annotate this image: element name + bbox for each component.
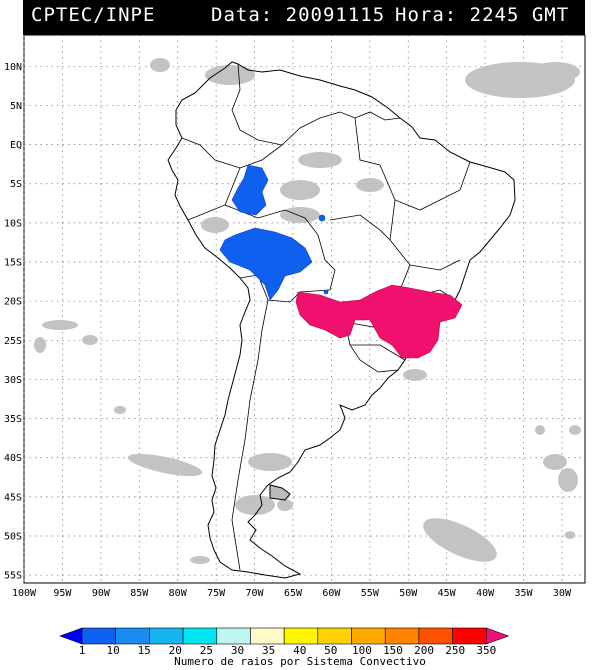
legend-tick-35: 35 xyxy=(262,644,275,657)
satellite-clouds xyxy=(34,58,581,564)
legend-tick-15: 15 xyxy=(138,644,151,657)
lon-label-80w: 80W xyxy=(169,588,188,599)
lon-label-30w: 30W xyxy=(553,588,572,599)
lon-label-85w: 85W xyxy=(130,588,149,599)
lat-label-25s: 25S xyxy=(4,336,22,347)
lat-label-55s: 55S xyxy=(4,571,22,582)
legend-tick-100: 100 xyxy=(352,644,372,657)
lat-label-45s: 45S xyxy=(4,492,22,503)
date-label: Data: 20091115 xyxy=(211,4,386,26)
lat-label-5s: 5S xyxy=(10,179,22,190)
lon-label-35w: 35W xyxy=(514,588,533,599)
lon-label-60w: 60W xyxy=(322,588,341,599)
south-america-coastline xyxy=(167,61,516,579)
legend-swatch-4 xyxy=(182,627,218,645)
lat-label-10s: 10S xyxy=(4,218,22,229)
legend-arrow-right xyxy=(486,627,510,645)
convective-system-blue xyxy=(219,164,329,301)
lat-label-5n: 5N xyxy=(10,101,22,112)
legend-tick-20: 20 xyxy=(169,644,182,657)
legend-swatch-5 xyxy=(216,627,251,645)
lon-label-65w: 65W xyxy=(284,588,303,599)
legend-swatch-12 xyxy=(452,627,487,645)
legend-swatch-3 xyxy=(149,627,184,645)
legend-tick-350: 350 xyxy=(476,644,496,657)
lon-label-50w: 50W xyxy=(399,588,418,599)
legend-arrow-left xyxy=(59,627,83,645)
lat-label-15s: 15S xyxy=(4,258,22,269)
lon-label-55w: 55W xyxy=(361,588,380,599)
lon-label-45w: 45W xyxy=(438,588,457,599)
legend-tick-200: 200 xyxy=(414,644,434,657)
legend-swatch-2 xyxy=(115,627,150,645)
lon-label-40w: 40W xyxy=(476,588,495,599)
legend-tick-10: 10 xyxy=(106,644,119,657)
lon-label-90w: 90W xyxy=(92,588,111,599)
legend-tick-30: 30 xyxy=(231,644,244,657)
lon-label-75w: 75W xyxy=(207,588,226,599)
legend-tick-25: 25 xyxy=(200,644,213,657)
legend-swatch-6 xyxy=(250,627,285,645)
source-label: CPTEC/INPE xyxy=(31,4,156,26)
time-label: Hora: 2245 GMT xyxy=(395,4,570,26)
lat-label-35s: 35S xyxy=(4,414,22,425)
legend-swatch-7 xyxy=(283,627,319,645)
legend-tick-50: 50 xyxy=(324,644,337,657)
lat-label-20s: 20S xyxy=(4,297,22,308)
lat-label-50s: 50S xyxy=(4,532,22,543)
latitude-labels: 10N 5N EQ 5S 10S 15S 20S 25S 30S 35S 40S 45S 50S 55S xyxy=(4,62,22,582)
continent-outline xyxy=(167,61,516,579)
legend-swatch-1 xyxy=(81,627,116,645)
lat-label-40s: 40S xyxy=(4,453,22,464)
lon-label-70w: 70W xyxy=(246,588,265,599)
lat-label-30s: 30S xyxy=(4,375,22,386)
lat-label-10n: 10N xyxy=(4,62,22,73)
lat-label-eq: EQ xyxy=(10,140,22,151)
lon-label-100w: 100W xyxy=(12,588,37,599)
legend-tick-1: 1 xyxy=(79,644,86,657)
legend-swatch-8 xyxy=(317,627,352,645)
legend-tick-250: 250 xyxy=(445,644,465,657)
lon-label-95w: 95W xyxy=(53,588,72,599)
legend-swatch-10 xyxy=(384,627,420,645)
legend-tick-150: 150 xyxy=(383,644,403,657)
legend-swatch-11 xyxy=(418,627,453,645)
convective-system-magenta xyxy=(295,284,463,359)
header-bar: CPTEC/INPE Data: 20091115 Hora: 2245 GMT xyxy=(23,0,585,35)
legend-colorbar xyxy=(59,627,510,645)
legend-tick-labels: 1 10 15 20 25 30 35 40 50 100 150 200 250 350 xyxy=(79,644,497,657)
legend-title: Numero de raios por Sistema Convectivo xyxy=(174,655,426,668)
legend-tick-40: 40 xyxy=(293,644,306,657)
longitude-labels: 100W 95W 90W 85W 80W 75W 70W 65W 60W 55W 50W 45W 40W… xyxy=(12,588,572,599)
legend-swatch-9 xyxy=(351,627,386,645)
